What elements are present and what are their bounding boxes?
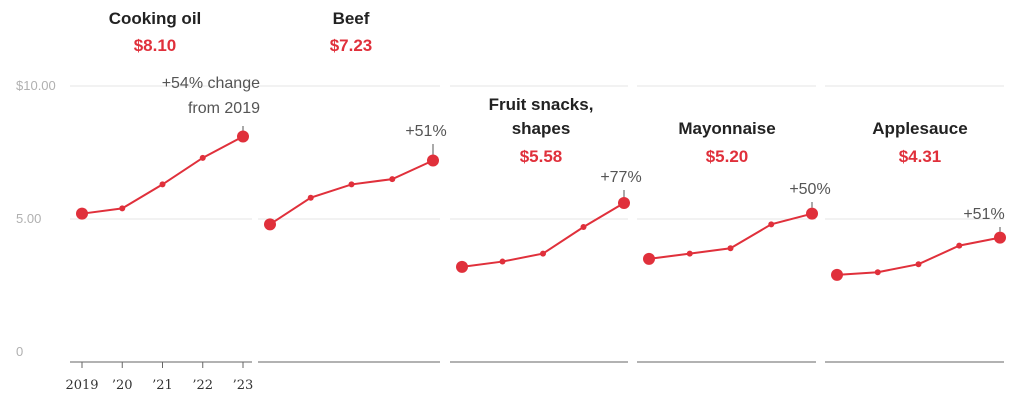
data-point	[618, 197, 630, 210]
data-point	[580, 223, 587, 230]
data-point	[199, 154, 206, 161]
series-line	[81, 135, 244, 215]
series-line	[269, 159, 434, 226]
data-point	[348, 181, 355, 188]
panel-title: Fruit snacks, shapes	[489, 95, 594, 138]
series-line	[461, 202, 625, 268]
panel-title: Applesauce	[872, 119, 967, 138]
data-point	[915, 261, 922, 268]
panel-price: $7.23	[330, 36, 373, 55]
panel-title: Mayonnaise	[678, 119, 775, 138]
change-annotation: +77%	[600, 169, 641, 186]
data-point	[806, 207, 818, 220]
y-axis: 0 5.00 $10.00	[16, 78, 56, 359]
change-annotation: +54% change from 2019	[162, 75, 260, 117]
x-tick-label: ’21	[152, 378, 173, 393]
x-tick-label: ’20	[112, 378, 133, 393]
data-point	[643, 252, 655, 265]
data-point	[540, 250, 546, 257]
panel-mayonnaise: Mayonnaise $5.20 +50%	[637, 119, 831, 363]
x-tick-label: 2019	[65, 378, 98, 393]
y-tick-label: $10.00	[16, 78, 56, 93]
y-tick-label: 5.00	[16, 211, 41, 226]
data-point	[76, 207, 88, 220]
data-point	[264, 218, 276, 231]
panel-cooking-oil: Cooking oil $8.10 +54% change from 2019 2019…	[65, 9, 260, 393]
panel-title: Beef	[333, 9, 370, 28]
data-point	[727, 245, 734, 252]
data-point	[499, 258, 506, 265]
panel-fruit-snacks-shapes: Fruit snacks, shapes $5.58 +77%	[450, 95, 642, 363]
series-line	[648, 212, 813, 260]
data-point	[119, 205, 126, 212]
y-tick-label: 0	[16, 344, 23, 359]
change-annotation: +51%	[405, 123, 446, 140]
panel-applesauce: Applesauce $4.31 +51%	[825, 119, 1006, 363]
x-tick-label: ’23	[233, 378, 254, 393]
data-point	[874, 269, 881, 276]
data-point	[237, 130, 249, 143]
change-annotation: +51%	[963, 206, 1004, 223]
panel-price: $5.58	[520, 147, 563, 166]
series-line	[836, 236, 1001, 276]
change-annotation: +50%	[789, 181, 830, 198]
data-point	[831, 268, 843, 281]
data-point	[456, 260, 468, 273]
panel-price: $8.10	[134, 36, 177, 55]
panel-title: Cooking oil	[109, 9, 202, 28]
panel-price: $5.20	[706, 147, 749, 166]
data-point	[159, 181, 166, 188]
panel-beef: Beef $7.23 +51%	[258, 9, 447, 363]
data-point	[307, 194, 314, 201]
data-point	[389, 176, 396, 183]
data-point	[994, 231, 1006, 244]
x-tick-label: ’22	[192, 378, 213, 393]
gridlines	[70, 85, 1004, 220]
data-point	[427, 154, 439, 167]
data-point	[686, 250, 693, 257]
data-point	[956, 242, 963, 249]
panel-price: $4.31	[899, 147, 942, 166]
data-point	[768, 221, 775, 228]
